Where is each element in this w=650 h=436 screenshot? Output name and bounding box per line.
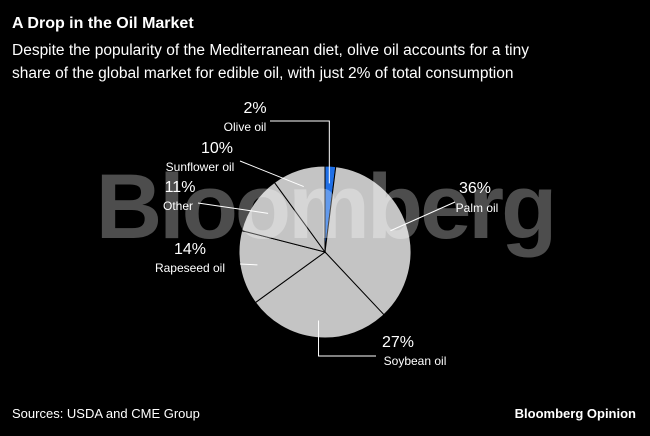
leader-line [239,263,258,266]
category-label: Other [163,199,193,213]
leader-line [239,160,304,188]
brand: Bloomberg Opinion [515,406,636,421]
pie [238,165,412,339]
category-label: Palm oil [456,201,499,215]
pie-slice [273,165,326,254]
value-label: 27% [382,334,414,351]
pie-slice [254,251,385,339]
leader-line [270,120,330,184]
value-label: 10% [201,140,233,157]
category-label: Soybean oil [384,354,447,368]
value-label: 36% [459,180,491,197]
category-label: Sunflower oil [166,160,235,174]
subtitle: share of the global market for edible oi… [12,65,513,82]
subtitle: Despite the popularity of the Mediterran… [12,42,529,59]
watermark: Bloomberg [96,156,555,258]
pie-slice [324,166,412,316]
chart-title: A Drop in the Oil Market [12,15,194,32]
category-label: Rapeseed oil [155,261,225,275]
leader-line [318,320,376,357]
leader-line [197,202,269,214]
value-label: 11% [165,179,196,196]
source: Sources: USDA and CME Group [12,406,200,421]
leader-line [390,201,456,232]
pie-slice [238,230,327,304]
value-label: 2% [243,100,266,117]
value-label: 14% [174,241,206,258]
category-label: Olive oil [224,120,267,134]
